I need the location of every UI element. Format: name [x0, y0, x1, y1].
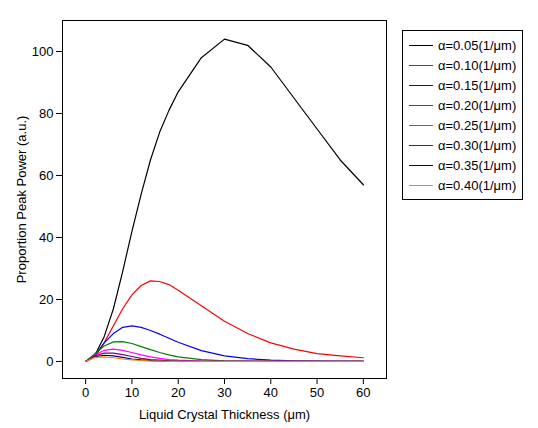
svg-text:50: 50	[310, 385, 324, 400]
svg-text:10: 10	[125, 385, 139, 400]
svg-text:20: 20	[171, 385, 185, 400]
html-text:α=0.05(1/μm): α=0.05(1/μm)	[438, 37, 517, 53]
svg-text:0: 0	[82, 385, 89, 400]
svg-text:100: 100	[32, 44, 54, 59]
svg-text:Liquid Crystal Thickness (μm): Liquid Crystal Thickness (μm)	[139, 407, 310, 422]
html-text:α=0.15(1/μm): α=0.15(1/μm)	[438, 77, 517, 93]
svg-text:40: 40	[39, 230, 53, 245]
svg-text:40: 40	[264, 385, 278, 400]
html-text:α=0.40(1/μm): α=0.40(1/μm)	[438, 177, 517, 193]
svg-text:80: 80	[39, 106, 53, 121]
svg-text:0: 0	[46, 354, 53, 369]
svg-text:60: 60	[39, 168, 53, 183]
html-text:α=0.20(1/μm): α=0.20(1/μm)	[438, 97, 517, 113]
svg-text:Proportion Peak Power (a.u.): Proportion Peak Power (a.u.)	[14, 116, 29, 284]
html-text:α=0.25(1/μm): α=0.25(1/μm)	[438, 117, 517, 133]
html-text:α=0.30(1/μm): α=0.30(1/μm)	[438, 137, 517, 153]
svg-text:60: 60	[356, 385, 370, 400]
svg-text:30: 30	[217, 385, 231, 400]
svg-text:20: 20	[39, 292, 53, 307]
html-text:α=0.35(1/μm): α=0.35(1/μm)	[438, 157, 517, 173]
html-text:α=0.10(1/μm): α=0.10(1/μm)	[438, 57, 517, 73]
